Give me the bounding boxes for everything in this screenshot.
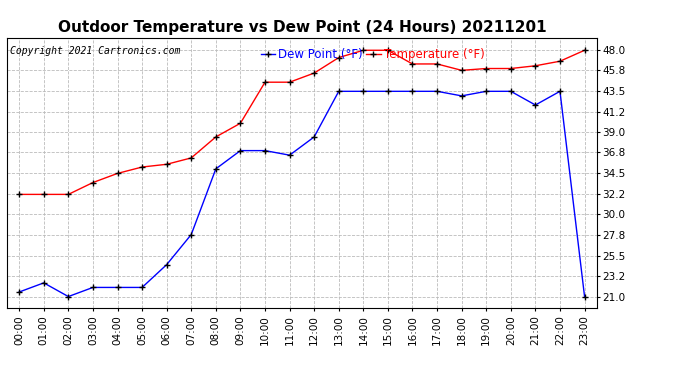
Dew Point (°F) [39,192,48,196]
Temperature (°F) [384,89,392,94]
Dew Point (°F) [236,121,244,126]
Temperature (°F) [310,135,318,139]
Temperature (°F) [113,285,121,290]
Temperature (°F) [163,262,171,267]
Dew Point (°F) [138,165,146,169]
Temperature (°F) [433,89,441,94]
Dew Point (°F) [531,63,540,68]
Temperature (°F) [580,294,589,299]
Dew Point (°F) [457,68,466,73]
Dew Point (°F) [212,135,220,139]
Dew Point (°F) [359,48,368,52]
Temperature (°F) [506,89,515,94]
Temperature (°F) [64,294,72,299]
Temperature (°F) [556,89,564,94]
Line: Dew Point (°F): Dew Point (°F) [16,47,588,198]
Dew Point (°F) [556,59,564,63]
Temperature (°F) [138,285,146,290]
Dew Point (°F) [113,171,121,176]
Temperature (°F) [89,285,97,290]
Temperature (°F) [359,89,368,94]
Dew Point (°F) [64,192,72,196]
Temperature (°F) [286,153,294,158]
Dew Point (°F) [163,162,171,166]
Legend: Dew Point (°F), Temperature (°F): Dew Point (°F), Temperature (°F) [256,44,490,66]
Dew Point (°F) [15,192,23,196]
Temperature (°F) [335,89,343,94]
Dew Point (°F) [286,80,294,84]
Dew Point (°F) [506,66,515,71]
Dew Point (°F) [482,66,491,71]
Temperature (°F) [15,290,23,294]
Dew Point (°F) [261,80,269,84]
Dew Point (°F) [384,48,392,52]
Text: Copyright 2021 Cartronics.com: Copyright 2021 Cartronics.com [10,46,180,56]
Temperature (°F) [408,89,417,94]
Dew Point (°F) [580,48,589,52]
Dew Point (°F) [187,156,195,160]
Dew Point (°F) [310,71,318,75]
Line: Temperature (°F): Temperature (°F) [16,88,588,300]
Temperature (°F) [482,89,491,94]
Dew Point (°F) [408,62,417,66]
Temperature (°F) [187,232,195,237]
Temperature (°F) [39,280,48,285]
Temperature (°F) [212,166,220,171]
Temperature (°F) [531,103,540,107]
Temperature (°F) [261,148,269,153]
Temperature (°F) [236,148,244,153]
Temperature (°F) [457,94,466,98]
Dew Point (°F) [433,62,441,66]
Title: Outdoor Temperature vs Dew Point (24 Hours) 20211201: Outdoor Temperature vs Dew Point (24 Hou… [57,20,546,35]
Dew Point (°F) [335,56,343,60]
Dew Point (°F) [89,180,97,185]
